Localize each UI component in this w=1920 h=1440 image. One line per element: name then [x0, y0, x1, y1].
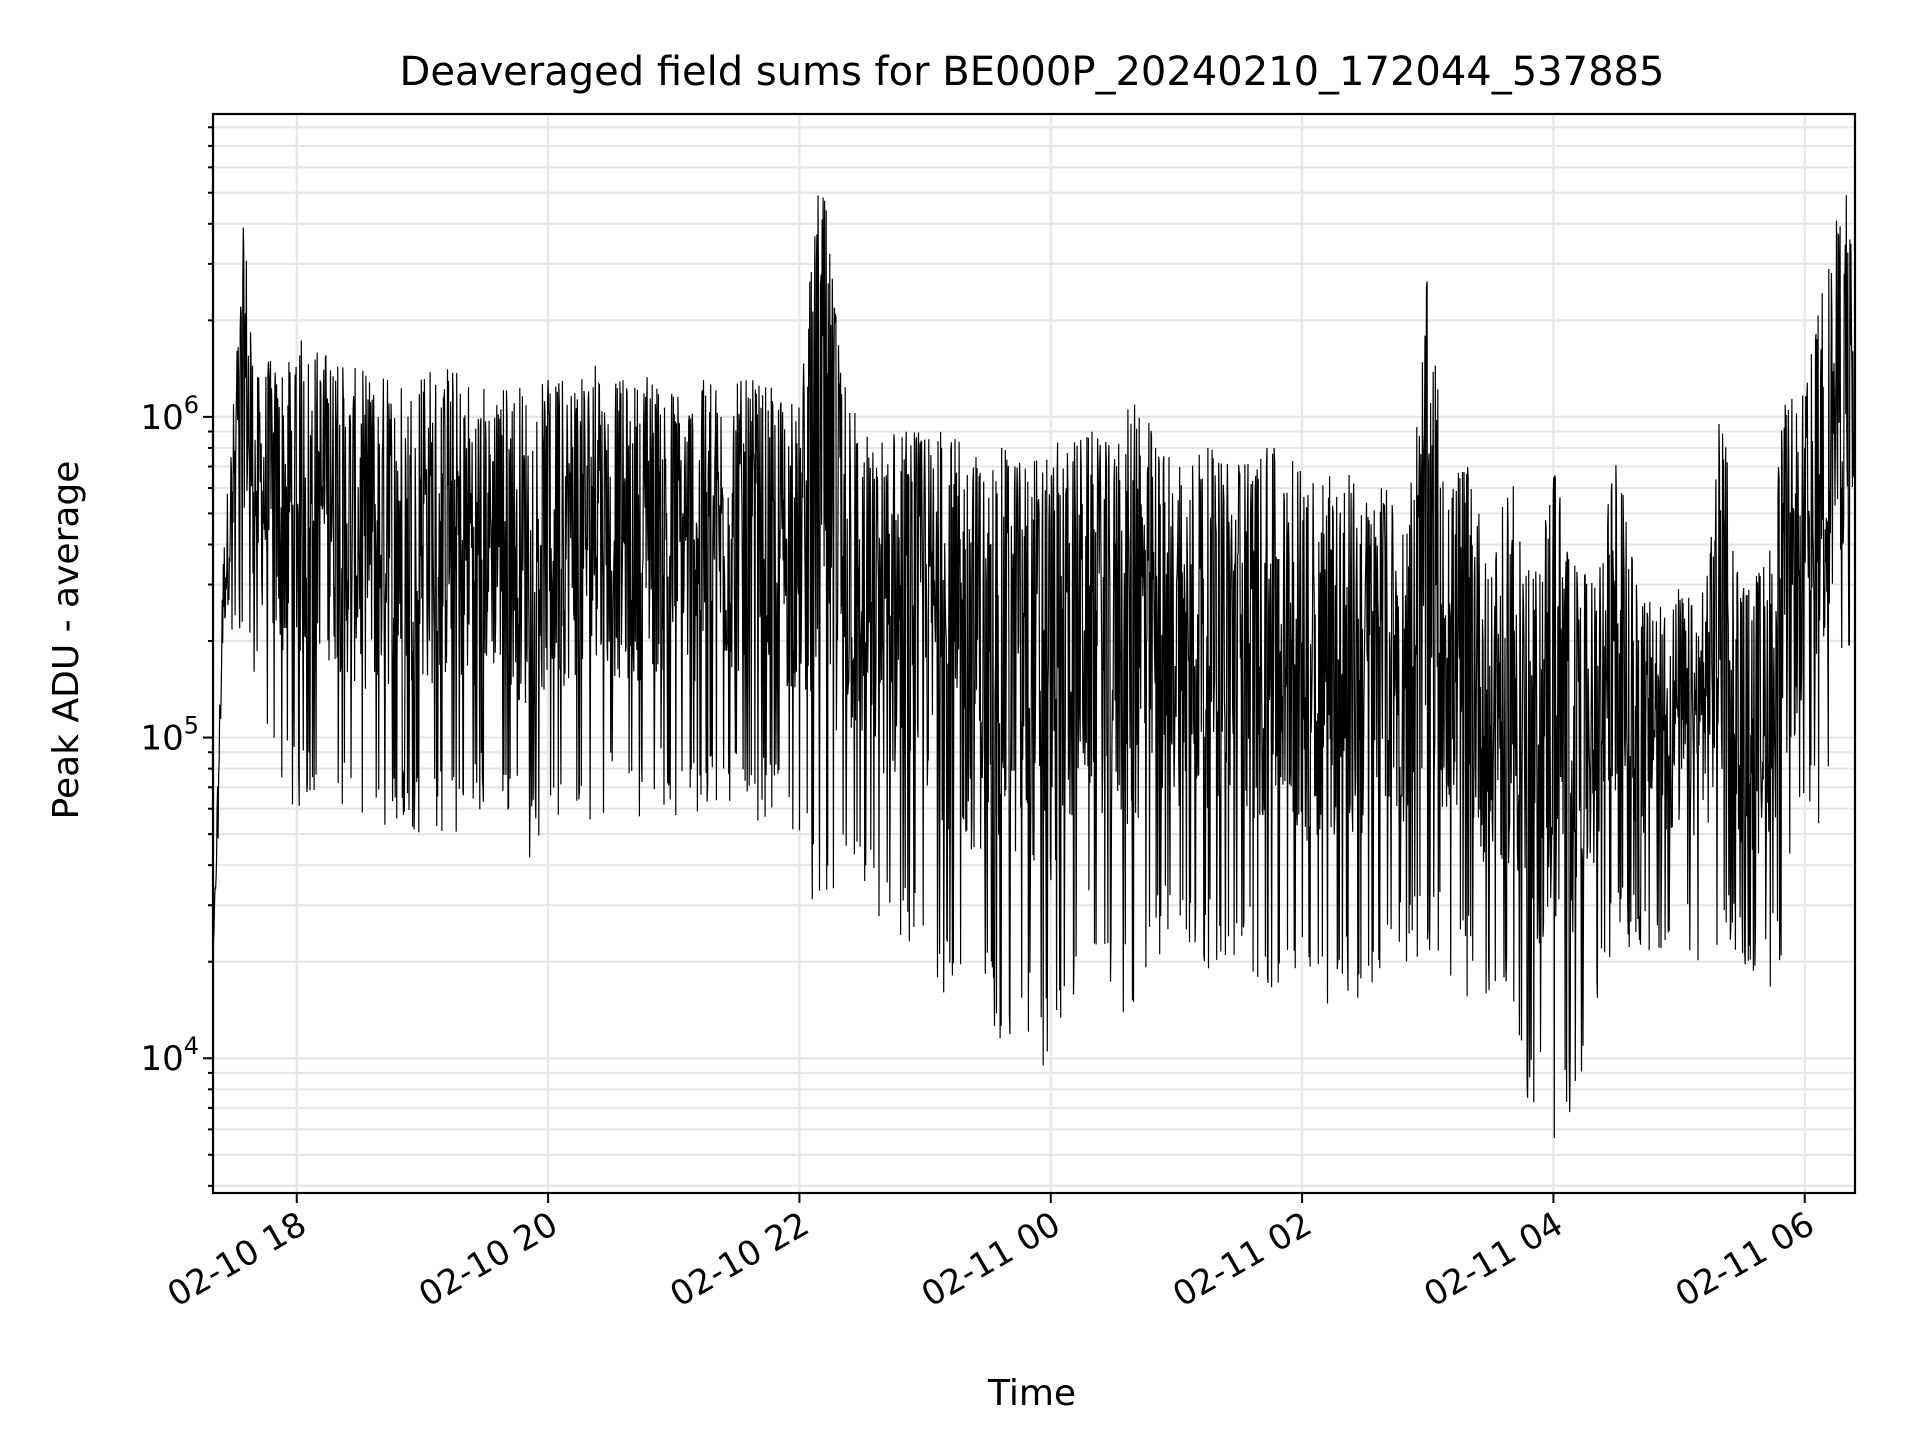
series-layer: [212, 195, 1856, 1138]
y-tick-label: 104: [140, 1032, 199, 1079]
chart-title: Deaveraged field sums for BE000P_2024021…: [400, 49, 1665, 95]
plot-frame: [211, 112, 1857, 1195]
y-axis-label: Peak ADU - average: [46, 461, 87, 820]
x-axis-label: Time: [987, 1373, 1076, 1414]
series-line: [212, 195, 1856, 1138]
y-tick-label: 106: [140, 391, 199, 438]
y-tick-label: 105: [140, 712, 199, 759]
